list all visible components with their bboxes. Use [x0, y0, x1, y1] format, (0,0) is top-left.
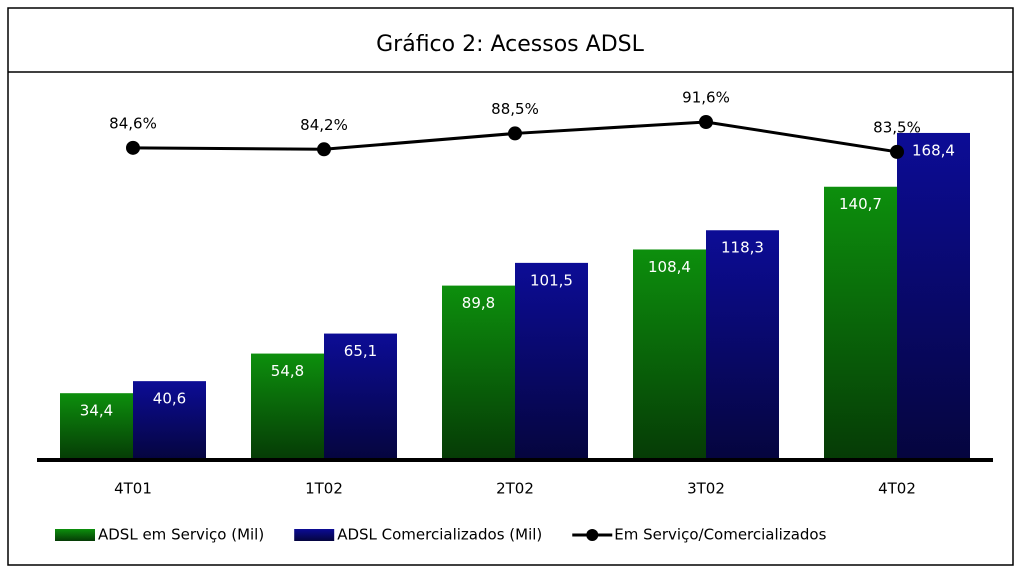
- legend-label: Em Serviço/Comercializados: [614, 526, 826, 544]
- legend-label: ADSL em Serviço (Mil): [98, 526, 264, 544]
- bar: [633, 249, 706, 460]
- bar: [824, 186, 897, 460]
- data-label: 84,2%: [300, 116, 348, 134]
- chart-title: Gráfico 2: Acessos ADSL: [376, 32, 644, 57]
- x-tick-label: 4T02: [878, 480, 916, 498]
- data-label: 168,4: [912, 141, 955, 159]
- data-label: 101,5: [530, 271, 573, 289]
- bar: [897, 132, 970, 461]
- x-tick-label: 3T02: [687, 480, 725, 498]
- data-label: 140,7: [839, 195, 882, 213]
- data-label: 89,8: [462, 294, 495, 312]
- legend-swatch: [55, 529, 95, 541]
- line-marker: [126, 140, 140, 155]
- data-label: 40,6: [153, 390, 186, 408]
- line-marker: [508, 126, 522, 141]
- x-tick-label: 4T01: [114, 480, 152, 498]
- legend-swatch: [294, 529, 335, 541]
- line-marker: [699, 114, 713, 129]
- bar: [251, 353, 324, 460]
- bar: [515, 262, 588, 460]
- data-label: 84,6%: [109, 114, 157, 132]
- line-marker: [317, 142, 331, 157]
- data-label: 65,1: [344, 342, 377, 360]
- x-tick-label: 1T02: [305, 480, 343, 498]
- x-tick-label: 2T02: [496, 480, 534, 498]
- data-label: 108,4: [648, 258, 691, 276]
- legend-label: ADSL Comercializados (Mil): [337, 526, 542, 544]
- bar: [324, 333, 397, 460]
- data-label: 88,5%: [491, 100, 539, 118]
- bar: [442, 285, 515, 460]
- data-label: 54,8: [271, 362, 304, 380]
- data-label: 118,3: [721, 239, 764, 257]
- bar: [60, 393, 133, 460]
- bar: [706, 230, 779, 460]
- legend-marker: [586, 529, 599, 541]
- line-marker: [890, 144, 904, 159]
- data-label: 91,6%: [682, 88, 730, 106]
- data-label: 83,5%: [873, 118, 921, 136]
- data-label: 34,4: [80, 402, 113, 420]
- bar: [133, 381, 206, 460]
